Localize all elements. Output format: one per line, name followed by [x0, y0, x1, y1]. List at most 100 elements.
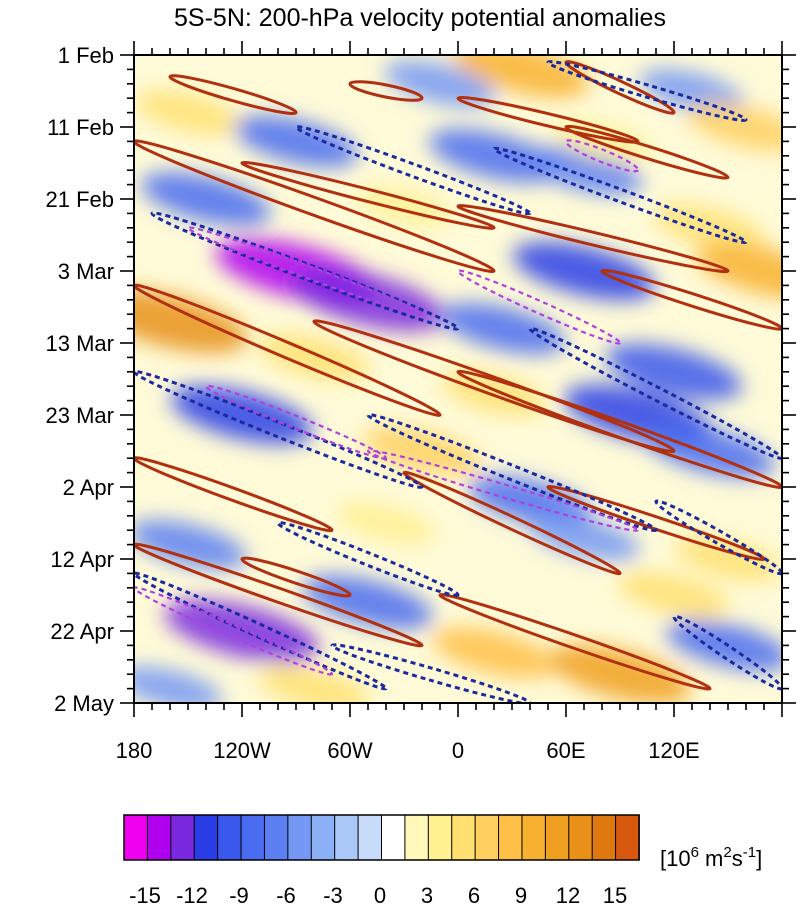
- colorbar-tick-label: -15: [129, 883, 161, 908]
- contour-layer: [134, 60, 782, 703]
- positive-contour: [438, 593, 712, 691]
- anomaly-blob: [336, 501, 436, 545]
- strong-negative-contour: [366, 449, 640, 532]
- positive-contour: [546, 485, 766, 561]
- x-tick-label: 120E: [648, 738, 699, 763]
- anomaly-blob: [363, 426, 481, 476]
- colorbar-tick-label: 9: [515, 883, 527, 908]
- colorbar-tick-label: 15: [603, 883, 627, 908]
- colorbar-tick-label: 0: [374, 883, 386, 908]
- colorbar-swatch: [521, 814, 547, 861]
- negative-contour: [134, 571, 388, 691]
- colorbar-swatch: [615, 814, 640, 861]
- positive-contour: [134, 542, 424, 648]
- y-axis: 1 Feb 11 Feb 21 Feb 3 Mar 13 Mar 23 Mar 2 Apr 1…: [46, 43, 796, 716]
- y-tick-label: 11 Feb: [47, 115, 114, 140]
- positive-contour: [134, 456, 334, 533]
- negative-contour: [294, 125, 532, 216]
- strong-negative-contour: [456, 269, 622, 345]
- negative-contour: [654, 499, 782, 576]
- y-tick-label: 23 Mar: [46, 403, 114, 428]
- strong-negative-contour: [564, 139, 640, 173]
- anomaly-blob: [432, 626, 556, 679]
- y-tick-label: 2 May: [54, 691, 114, 716]
- anomaly-blob: [135, 90, 241, 135]
- positive-contour: [456, 204, 730, 274]
- colorbar-tick-label: 12: [556, 883, 580, 908]
- x-tick-label: 180: [116, 738, 153, 763]
- positive-contour: [564, 124, 730, 180]
- x-tick-label: 60E: [546, 738, 585, 763]
- anomaly-blob: [441, 302, 565, 355]
- y-tick-label: 2 Apr: [63, 475, 114, 500]
- anomaly-blob: [695, 242, 782, 300]
- anomaly-blob: [528, 514, 640, 561]
- colorbar-tick-label: 3: [421, 883, 433, 908]
- anomaly-blob: [644, 424, 776, 478]
- negative-contour: [546, 60, 748, 122]
- negative-contour: [492, 146, 748, 245]
- colorbar-swatch: [498, 814, 523, 861]
- colorbar-swatch: [310, 814, 336, 861]
- colorbar-swatch: [404, 814, 430, 861]
- x-axis: 180 120W 60W 0 60E 120E: [116, 41, 783, 763]
- anomaly-blob: [302, 575, 434, 630]
- anomaly-blob: [654, 204, 766, 252]
- positive-contour: [456, 95, 640, 144]
- negative-contour: [366, 413, 658, 533]
- colorbar-swatch: [544, 814, 570, 861]
- x-tick-label: 60W: [327, 738, 372, 763]
- colorbar-swatch: [334, 814, 359, 861]
- colorbar-swatch: [357, 814, 383, 861]
- anomaly-blob: [639, 68, 745, 114]
- colorbar-tick-label: 6: [468, 883, 480, 908]
- positive-contour: [402, 470, 622, 576]
- anomaly-blob: [618, 571, 730, 619]
- colorbar-swatch: [123, 814, 149, 861]
- positive-contour: [240, 556, 352, 598]
- colorbar-swatch: [568, 814, 593, 861]
- x-tick-label: 0: [452, 738, 464, 763]
- positive-contour: [348, 80, 424, 102]
- colorbar-swatch: [146, 814, 172, 861]
- anomaly-blob: [605, 343, 743, 400]
- positive-contour: [312, 319, 676, 454]
- colorbar-swatch: [263, 814, 289, 861]
- y-tick-label: 12 Apr: [50, 547, 114, 572]
- anomaly-blob: [428, 128, 560, 183]
- negative-contour: [672, 614, 782, 691]
- anomaly-blob: [234, 115, 358, 168]
- colorbar-frame: [123, 814, 640, 861]
- negative-contour: [150, 211, 460, 331]
- negative-contour: [528, 326, 782, 460]
- y-tick-label: 1 Feb: [58, 43, 114, 68]
- negative-contour: [134, 369, 424, 489]
- plot-area: [133, 54, 783, 704]
- colorbar-swatch: [193, 814, 219, 861]
- colorbar-tick-label: -9: [229, 883, 249, 908]
- colorbar-swatch: [240, 814, 266, 861]
- positive-contour: [240, 160, 496, 230]
- anomaly-blob: [134, 289, 248, 353]
- colorbar-tick-label: -3: [323, 883, 343, 908]
- negative-contour: [330, 643, 532, 703]
- y-tick-label: 21 Feb: [46, 187, 115, 212]
- positive-contour: [134, 139, 496, 274]
- colorbar-tick-label: -12: [176, 883, 208, 908]
- x-tick-label: 120W: [213, 738, 271, 763]
- colorbar-swatch: [287, 814, 313, 861]
- anomaly-blob: [525, 145, 643, 195]
- y-tick-label: 22 Apr: [50, 619, 114, 644]
- colorbar-swatch: [591, 814, 617, 861]
- anomaly-blob: [140, 172, 272, 226]
- colorbar-swatch: [381, 814, 406, 861]
- y-tick-label: 3 Mar: [58, 259, 114, 284]
- negative-contour: [276, 521, 460, 597]
- anomaly-blob: [258, 665, 370, 703]
- anomaly-blob: [512, 241, 656, 301]
- anomaly-blob: [170, 385, 314, 445]
- colorbar-swatch: [474, 814, 500, 861]
- positive-contour: [134, 283, 442, 417]
- anomaly-blob: [548, 645, 692, 703]
